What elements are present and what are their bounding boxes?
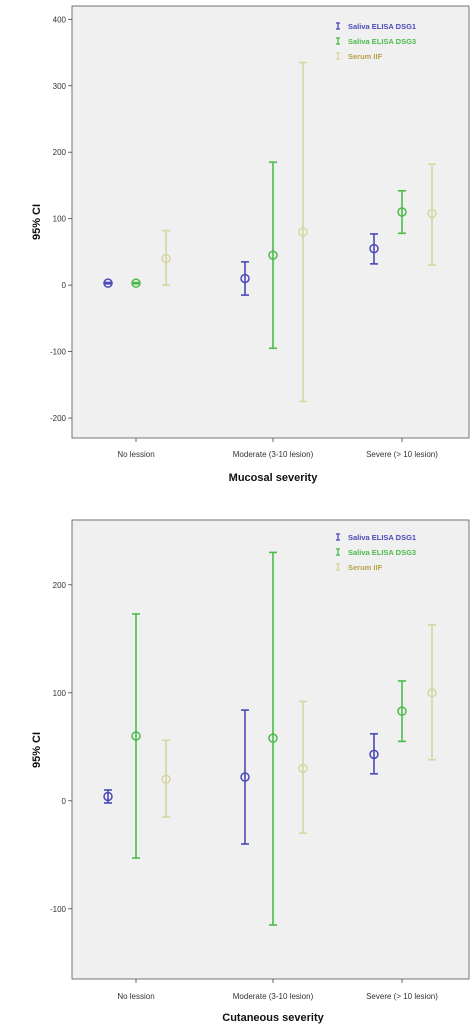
error-bar-2-3 (397, 189, 407, 235)
mean-marker (397, 207, 407, 217)
error-bar-2-1 (131, 278, 141, 288)
mean-marker (397, 706, 407, 716)
mean-marker (427, 208, 437, 219)
mean-marker (240, 273, 250, 284)
error-bar-1-3 (369, 233, 379, 265)
error-bar-2-1 (131, 613, 141, 859)
x-axis-title: Cutaneous severity (222, 1012, 324, 1024)
mean-marker (268, 733, 278, 743)
legend-label: Saliva ELISA DSG3 (348, 548, 416, 557)
plot-area (71, 519, 470, 980)
y-tick-label: 400 (53, 15, 67, 24)
mean-marker (161, 253, 171, 264)
plot-area (71, 5, 470, 439)
error-bar-1-1 (103, 278, 113, 288)
y-tick-label: 300 (53, 82, 67, 91)
y-tick-label: 200 (53, 581, 67, 590)
legend-label: Saliva ELISA DSG3 (348, 37, 416, 46)
error-bar-3-1 (161, 229, 171, 286)
error-bar-2-2 (268, 551, 278, 926)
legend: Saliva ELISA DSG1 Saliva ELISA DSG3 Serum … (336, 533, 416, 572)
legend: Saliva ELISA DSG1 Saliva ELISA DSG3 Serum … (336, 22, 416, 61)
legend-label: Serum IIF (348, 52, 383, 61)
legend-label: Saliva ELISA DSG1 (348, 22, 416, 31)
y-axis-title: 95% CI (31, 204, 43, 240)
mean-marker (131, 278, 141, 288)
y-tick-label: 100 (53, 215, 67, 224)
legend-label: Saliva ELISA DSG1 (348, 533, 416, 542)
mean-marker (240, 772, 250, 782)
y-tick-label: -100 (50, 348, 67, 357)
y-tick-label: 200 (53, 148, 67, 157)
mean-marker (298, 763, 308, 774)
error-bar-3-1 (161, 739, 171, 818)
y-tick-label: 100 (53, 689, 67, 698)
mean-marker (298, 227, 308, 237)
error-bar-2-3 (397, 680, 407, 743)
mean-marker (131, 731, 141, 741)
x-axis-title: Mucosal severity (229, 472, 319, 484)
mean-marker (268, 250, 278, 260)
chart-panel-1: -200 -100 0 100 200 300 400 No lession Moderate … (31, 5, 470, 484)
y-tick-label: 0 (62, 281, 67, 290)
error-bar-1-1 (103, 789, 113, 804)
x-tick-label: No lession (117, 992, 154, 1001)
error-bar-1-3 (369, 733, 379, 775)
mean-marker (427, 688, 437, 698)
error-bar-3-3 (427, 623, 437, 761)
x-tick-label: Severe (> 10 lesion) (366, 450, 438, 459)
x-tick-label: Severe (> 10 lesion) (366, 992, 438, 1001)
chart-panel-2: -100 0 100 200 No lession Moderate (3-10 lesi… (31, 519, 470, 1024)
x-tick-label: No lession (117, 450, 154, 459)
error-bar-2-2 (268, 161, 278, 350)
x-tick-label: Moderate (3-10 lesion) (233, 992, 314, 1001)
error-bar-3-2 (298, 61, 308, 403)
legend-label: Serum IIF (348, 563, 383, 572)
error-bar-3-2 (298, 700, 308, 835)
y-axis-title: 95% CI (31, 732, 43, 768)
mean-marker (369, 749, 379, 760)
error-bar-3-3 (427, 163, 437, 267)
mean-marker (369, 243, 379, 254)
mean-marker (161, 774, 171, 784)
error-bar-1-2 (240, 709, 250, 845)
mean-marker (103, 278, 113, 288)
error-bar-1-2 (240, 261, 250, 296)
x-tick-label: Moderate (3-10 lesion) (233, 450, 314, 459)
mean-marker (103, 791, 113, 802)
y-tick-label: -200 (50, 414, 67, 423)
y-tick-label: 0 (62, 797, 67, 806)
y-tick-label: -100 (50, 905, 67, 914)
